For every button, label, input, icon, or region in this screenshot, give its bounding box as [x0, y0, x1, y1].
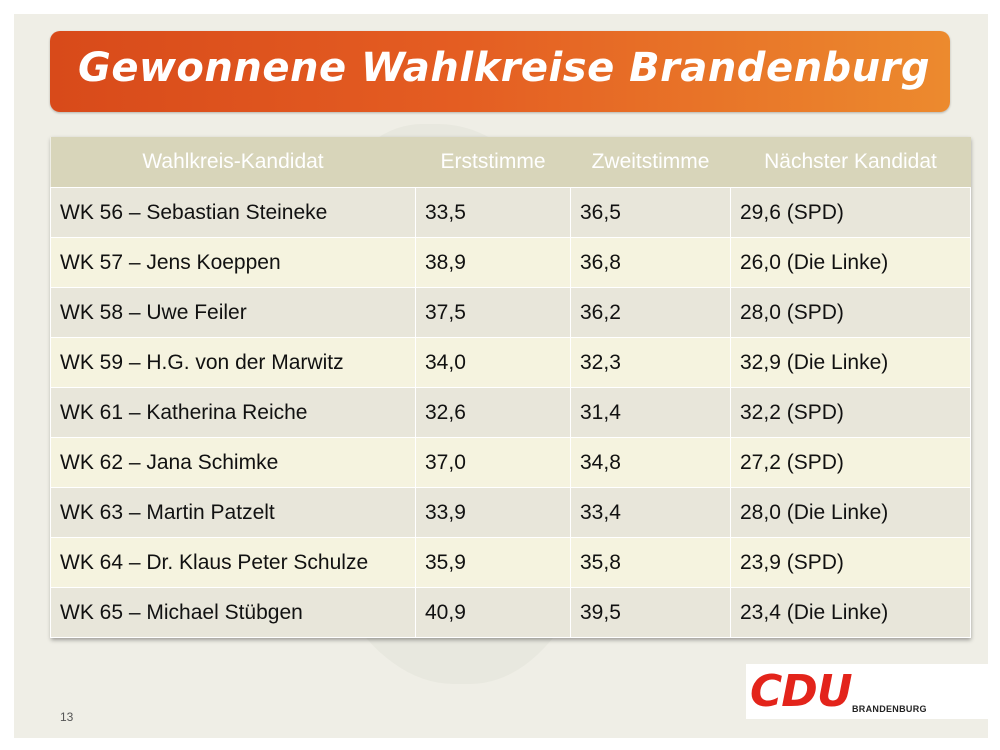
cell-next-candidate: 27,2 (SPD) — [730, 437, 971, 488]
cell-next-candidate: 28,0 (SPD) — [730, 287, 971, 338]
table-row: WK 63 – Martin Patzelt 33,9 33,4 28,0 (D… — [50, 487, 971, 538]
cell-zweitstimme: 36,2 — [570, 287, 731, 338]
table-row: WK 56 – Sebastian Steineke 33,5 36,5 29,… — [50, 187, 971, 238]
header-wahlkreis-kandidat: Wahlkreis-Kandidat — [50, 137, 416, 188]
cell-erststimme: 37,0 — [415, 437, 571, 488]
cell-zweitstimme: 39,5 — [570, 587, 731, 638]
cell-erststimme: 32,6 — [415, 387, 571, 438]
cell-zweitstimme: 35,8 — [570, 537, 731, 588]
cell-next-candidate: 28,0 (Die Linke) — [730, 487, 971, 538]
cell-candidate: WK 63 – Martin Patzelt — [50, 487, 416, 538]
table-row: WK 58 – Uwe Feiler 37,5 36,2 28,0 (SPD) — [50, 287, 971, 338]
cell-zweitstimme: 31,4 — [570, 387, 731, 438]
header-naechster-kandidat: Nächster Kandidat — [730, 137, 971, 188]
cell-candidate: WK 58 – Uwe Feiler — [50, 287, 416, 338]
cell-erststimme: 33,5 — [415, 187, 571, 238]
cell-candidate: WK 61 – Katherina Reiche — [50, 387, 416, 438]
title-banner: Gewonnene Wahlkreise Brandenburg — [50, 31, 950, 112]
cell-zweitstimme: 36,8 — [570, 237, 731, 288]
logo-subtitle: BRANDENBURG — [852, 704, 927, 714]
cell-next-candidate: 29,6 (SPD) — [730, 187, 971, 238]
logo-wordmark: CDU — [750, 666, 853, 717]
cell-candidate: WK 57 – Jens Koeppen — [50, 237, 416, 288]
cell-zweitstimme: 33,4 — [570, 487, 731, 538]
table-row: WK 64 – Dr. Klaus Peter Schulze 35,9 35,… — [50, 537, 971, 588]
cell-candidate: WK 59 – H.G. von der Marwitz — [50, 337, 416, 388]
cell-erststimme: 35,9 — [415, 537, 571, 588]
table-row: WK 65 – Michael Stübgen 40,9 39,5 23,4 (… — [50, 587, 971, 638]
table-header-row: Wahlkreis-Kandidat Erststimme Zweitstimm… — [50, 137, 971, 188]
cell-next-candidate: 26,0 (Die Linke) — [730, 237, 971, 288]
cell-next-candidate: 23,9 (SPD) — [730, 537, 971, 588]
cell-erststimme: 38,9 — [415, 237, 571, 288]
cell-erststimme: 40,9 — [415, 587, 571, 638]
cell-candidate: WK 65 – Michael Stübgen — [50, 587, 416, 638]
cell-erststimme: 33,9 — [415, 487, 571, 538]
header-zweitstimme: Zweitstimme — [570, 137, 731, 188]
slide-title: Gewonnene Wahlkreise Brandenburg — [78, 45, 931, 91]
table-row: WK 62 – Jana Schimke 37,0 34,8 27,2 (SPD… — [50, 437, 971, 488]
cell-candidate: WK 56 – Sebastian Steineke — [50, 187, 416, 238]
cell-next-candidate: 23,4 (Die Linke) — [730, 587, 971, 638]
header-erststimme: Erststimme — [415, 137, 571, 188]
cell-zweitstimme: 34,8 — [570, 437, 731, 488]
results-table: Wahlkreis-Kandidat Erststimme Zweitstimm… — [50, 137, 971, 638]
cell-next-candidate: 32,2 (SPD) — [730, 387, 971, 438]
page-number: 13 — [60, 710, 74, 724]
table-row: WK 57 – Jens Koeppen 38,9 36,8 26,0 (Die… — [50, 237, 971, 288]
cell-erststimme: 37,5 — [415, 287, 571, 338]
cell-candidate: WK 62 – Jana Schimke — [50, 437, 416, 488]
cell-next-candidate: 32,9 (Die Linke) — [730, 337, 971, 388]
cell-candidate: WK 64 – Dr. Klaus Peter Schulze — [50, 537, 416, 588]
cell-zweitstimme: 36,5 — [570, 187, 731, 238]
cell-erststimme: 34,0 — [415, 337, 571, 388]
table-row: WK 61 – Katherina Reiche 32,6 31,4 32,2 … — [50, 387, 971, 438]
cell-zweitstimme: 32,3 — [570, 337, 731, 388]
cdu-logo: CDU BRANDENBURG — [746, 664, 988, 719]
table-row: WK 59 – H.G. von der Marwitz 34,0 32,3 3… — [50, 337, 971, 388]
